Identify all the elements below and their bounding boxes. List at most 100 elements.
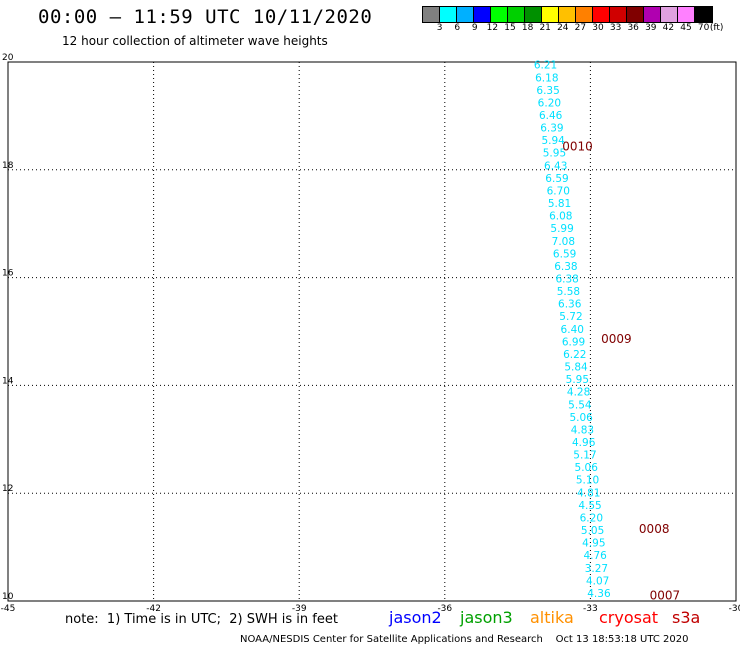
legend-swatch bbox=[576, 7, 593, 22]
wave-height-label: 6.70 bbox=[547, 185, 570, 197]
wave-height-label: 5.54 bbox=[568, 399, 592, 411]
note-text: note: 1) Time is in UTC; 2) SWH is in fe… bbox=[65, 612, 338, 627]
legend-tick-label: 3 bbox=[436, 23, 443, 33]
legend-tick-label: 24 bbox=[557, 23, 569, 33]
legend-swatch bbox=[695, 7, 712, 22]
legend-tick-label: 9 bbox=[471, 23, 478, 33]
wave-height-label: 6.59 bbox=[553, 248, 576, 260]
legend-swatch bbox=[457, 7, 474, 22]
wave-height-label: 5.05 bbox=[581, 525, 604, 537]
legend-swatch bbox=[559, 7, 576, 22]
wave-height-label: 4.76 bbox=[583, 550, 607, 562]
wave-height-label: 5.94 bbox=[541, 135, 565, 147]
wave-height-label: 4.95 bbox=[582, 538, 605, 550]
satellite-label: altika bbox=[530, 608, 574, 627]
satellite-label: cryosat bbox=[599, 608, 659, 627]
time-label: 0009 bbox=[601, 332, 632, 346]
lon-tick-label: -42 bbox=[146, 604, 161, 614]
wave-height-label: 4.96 bbox=[572, 437, 596, 449]
legend-swatch bbox=[610, 7, 627, 22]
legend-swatch bbox=[661, 7, 678, 22]
wave-height-label: 5.10 bbox=[576, 475, 599, 487]
legend-swatch bbox=[423, 7, 440, 22]
map-title: 00:00 – 11:59 UTC 10/11/2020 bbox=[38, 6, 373, 28]
legend-swatch bbox=[508, 7, 525, 22]
wave-height-label: 3.27 bbox=[585, 563, 608, 575]
wave-height-label: 6.22 bbox=[563, 349, 586, 361]
wave-height-label: 7.08 bbox=[552, 236, 575, 248]
color-legend bbox=[422, 6, 713, 23]
wave-height-label: 4.83 bbox=[571, 424, 594, 436]
wave-height-label: 6.20 bbox=[580, 512, 603, 524]
satellite-label: s3a bbox=[672, 608, 701, 627]
legend-tick-label: 39 bbox=[645, 23, 657, 33]
legend-swatch bbox=[644, 7, 661, 22]
wave-height-label: 6.40 bbox=[561, 324, 584, 336]
legend-swatch bbox=[542, 7, 559, 22]
legend-tick-label: 30 bbox=[592, 23, 604, 33]
legend-swatch bbox=[440, 7, 457, 22]
lat-tick-label: 10 bbox=[2, 592, 14, 602]
lat-tick-label: 16 bbox=[2, 269, 14, 279]
legend-tick-label: 21 bbox=[539, 23, 551, 33]
legend-tick-label: 42 bbox=[662, 23, 675, 33]
legend-swatch bbox=[627, 7, 644, 22]
lon-tick-label: -45 bbox=[1, 604, 16, 614]
map-subtitle: 12 hour collection of altimeter wave hei… bbox=[62, 34, 328, 48]
legend-swatch bbox=[593, 7, 610, 22]
wave-height-label: 6.20 bbox=[538, 97, 561, 109]
wave-height-label: 5.81 bbox=[548, 198, 571, 210]
wave-height-label: 5.95 bbox=[543, 148, 566, 160]
lat-tick-label: 20 bbox=[2, 53, 14, 63]
wave-height-label: 6.38 bbox=[555, 273, 578, 285]
wave-height-label: 5.58 bbox=[557, 286, 580, 298]
wave-height-label: 5.72 bbox=[559, 311, 582, 323]
lat-tick-label: 18 bbox=[2, 161, 14, 171]
lon-tick-label: -39 bbox=[292, 604, 307, 614]
legend-swatch bbox=[474, 7, 491, 22]
wave-height-label: 6.08 bbox=[549, 211, 572, 223]
wave-height-label: 4.36 bbox=[587, 588, 611, 600]
legend-swatch bbox=[678, 7, 695, 22]
footer-credit: NOAA/NESDIS Center for Satellite Applica… bbox=[240, 634, 689, 645]
legend-tick-label: 12 bbox=[486, 23, 499, 33]
wave-height-label: 4.55 bbox=[578, 500, 601, 512]
wave-height-label: 6.36 bbox=[558, 299, 582, 311]
wave-height-label: 5.95 bbox=[566, 374, 589, 386]
legend-tick-label: 6 bbox=[454, 23, 461, 33]
legend-tick-label: 18 bbox=[521, 23, 534, 33]
legend-tick-label: 45 bbox=[680, 23, 692, 33]
legend-tick-label: 33 bbox=[609, 23, 622, 33]
legend-tick-label: 15 bbox=[504, 23, 516, 33]
wave-height-label: 5.06 bbox=[569, 412, 593, 424]
time-label: 0007 bbox=[650, 588, 681, 602]
legend-tick-label: 27 bbox=[574, 23, 587, 33]
wave-height-label: 6.99 bbox=[562, 336, 585, 348]
satellite-label: jason2 bbox=[389, 608, 442, 627]
wave-height-label: 5.06 bbox=[575, 462, 599, 474]
lon-tick-label: -33 bbox=[583, 604, 598, 614]
lon-tick-label: -36 bbox=[437, 604, 452, 614]
legend-tick-label: 36 bbox=[627, 23, 639, 33]
wave-height-label: 6.39 bbox=[540, 123, 563, 135]
wave-height-label: 6.18 bbox=[535, 72, 558, 84]
time-label: 0010 bbox=[562, 139, 593, 153]
wave-height-label: 5.17 bbox=[573, 450, 596, 462]
lat-tick-label: 14 bbox=[2, 376, 14, 386]
wave-height-label: 4.28 bbox=[567, 387, 590, 399]
wave-height-label: 5.99 bbox=[550, 223, 573, 235]
wave-height-label: 6.21 bbox=[534, 60, 557, 72]
satellite-label: jason3 bbox=[460, 608, 513, 627]
legend-swatch bbox=[491, 7, 508, 22]
legend-swatch bbox=[525, 7, 542, 22]
lon-tick-label: -30 bbox=[729, 604, 740, 614]
legend-tick-label: 70 bbox=[697, 23, 710, 33]
wave-height-label: 4.81 bbox=[577, 487, 600, 499]
legend-unit: (ft) bbox=[709, 23, 724, 33]
wave-height-label: 6.43 bbox=[544, 160, 567, 172]
wave-height-label: 6.35 bbox=[536, 85, 559, 97]
wave-height-label: 6.46 bbox=[539, 110, 563, 122]
wave-height-label: 5.84 bbox=[564, 362, 588, 374]
wave-height-label: 6.59 bbox=[545, 173, 568, 185]
lat-tick-label: 12 bbox=[2, 484, 13, 494]
